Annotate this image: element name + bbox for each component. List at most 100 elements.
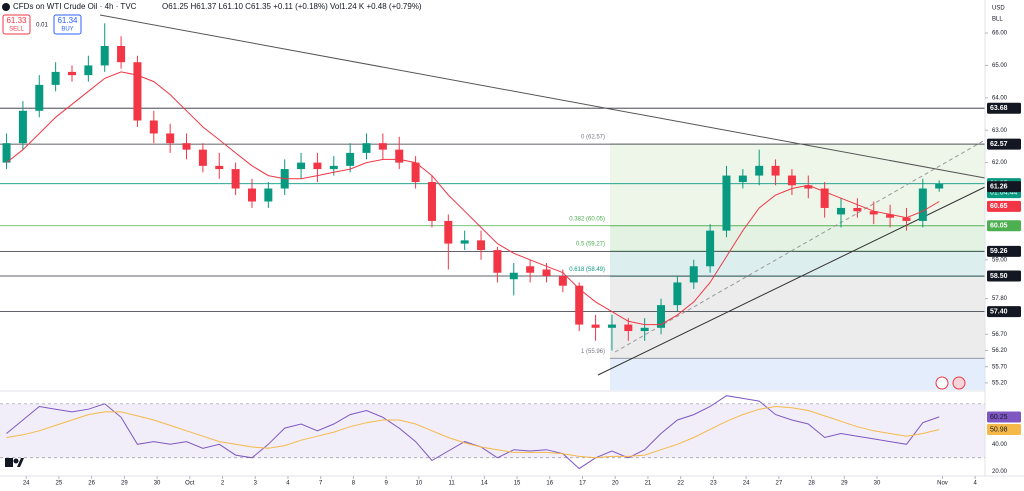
candle-body: [509, 272, 518, 280]
y-tick-label: 56.20: [992, 348, 1008, 354]
logo: [17, 458, 24, 467]
fib-zone: [610, 225, 985, 252]
y-tick-label: 55.70: [992, 364, 1008, 370]
sell-button[interactable]: [2, 14, 31, 35]
fib-label: 0.382 (60.05): [569, 216, 605, 222]
x-tick-label: 20: [612, 481, 619, 487]
x-tick-label: 22: [677, 481, 684, 487]
candle-body: [313, 162, 322, 170]
candle-body: [395, 149, 404, 163]
buy-label: BUY: [61, 27, 73, 33]
y-tick-label: 59.00: [992, 257, 1008, 263]
candle-body: [591, 324, 600, 328]
price-tag-label: 59.26: [990, 248, 1008, 255]
candle-body: [935, 183, 944, 189]
countdown: 01:04:44: [990, 190, 1017, 197]
candle-body: [346, 152, 355, 166]
rsi-tick-label: 20.00: [992, 469, 1008, 475]
event-icon[interactable]: [935, 376, 949, 390]
x-tick-label: 30: [874, 481, 881, 487]
candle-body: [2, 143, 11, 163]
candle-body: [902, 217, 911, 221]
ma-line: [6, 71, 940, 326]
x-tick-label: 27: [775, 481, 782, 487]
fib-zone: [610, 251, 985, 277]
price-tag: [987, 245, 1021, 257]
candle-body: [558, 275, 567, 286]
candle-body: [804, 185, 813, 189]
x-tick-label: 15: [514, 481, 521, 487]
candle-body: [575, 285, 584, 325]
candle-body: [297, 162, 306, 170]
fib-label: 1 (55.96): [581, 349, 605, 355]
candle-body: [329, 165, 338, 170]
header: CFDs on WTI Crude Oil · 4h · TVC O61.25 …: [2, 2, 1005, 35]
candle-body: [67, 71, 76, 76]
rsi-line: [6, 395, 940, 470]
rsi-line: [6, 405, 940, 459]
candle-body: [231, 169, 240, 189]
candle-body: [837, 207, 846, 215]
candle-body: [820, 188, 829, 208]
x-tick-label: 10: [416, 481, 423, 487]
buy-price: 61.34: [57, 16, 78, 25]
price-tag: [987, 270, 1021, 282]
candle-body: [542, 269, 551, 276]
x-tick-label: Oct: [185, 481, 195, 487]
candle-body: [427, 182, 436, 221]
x-tick-label: 21: [645, 481, 652, 487]
y-tick-label: 65.00: [992, 63, 1008, 69]
x-tick-label: 4: [974, 481, 978, 487]
candle-body: [477, 240, 486, 251]
buy-button[interactable]: [53, 14, 82, 35]
candle-body: [738, 175, 747, 183]
candle-body: [657, 305, 666, 328]
candle-body: [869, 211, 878, 215]
fib-zone: [610, 276, 985, 359]
candle-body: [411, 162, 420, 183]
x-tick-label: 16: [546, 481, 553, 487]
candle-body: [35, 84, 44, 111]
candle-body: [264, 188, 273, 202]
candle-body: [755, 165, 764, 176]
ohlc: O61.25 H61.37 L61.10 C61.35 +0.11 (+0.18…: [162, 2, 422, 11]
price-tag-label: 62.57: [990, 141, 1008, 148]
x-tick-label: 7: [319, 481, 323, 487]
candle-body: [886, 214, 895, 218]
candle-body: [362, 143, 371, 153]
candle-body: [51, 71, 60, 85]
price-tag-label: 63.68: [990, 105, 1008, 112]
y-tick-label: 64.00: [992, 95, 1008, 101]
price-tag: [987, 138, 1021, 150]
y-tick-label: 63.00: [992, 128, 1008, 134]
x-tick-label: 4: [286, 481, 290, 487]
rsi-band: [0, 403, 985, 458]
unit: BLL: [992, 17, 1003, 23]
candle-body: [18, 110, 27, 144]
candle-body: [182, 143, 191, 150]
candle-body: [198, 149, 207, 166]
price-tag: [987, 200, 1021, 212]
price-tag-label: 57.40: [990, 308, 1008, 315]
fib-label: 0 (62.57): [581, 135, 605, 141]
candle-body: [853, 207, 862, 212]
x-tick-label: 9: [384, 481, 388, 487]
price-tag-label: 60.05: [990, 223, 1008, 230]
candle-body: [100, 45, 109, 66]
candle-body: [84, 65, 93, 76]
x-tick-label: 26: [88, 481, 95, 487]
x-tick-label: 25: [56, 481, 63, 487]
x-tick-label: 11: [448, 481, 455, 487]
x-tick-label: 3: [254, 481, 258, 487]
price-tag: [987, 306, 1021, 318]
flag-icon[interactable]: [952, 376, 966, 390]
candle-body: [247, 188, 256, 202]
rsi-tag-label: 60.25: [990, 414, 1008, 421]
fib-zone: [610, 144, 985, 226]
candle-body: [117, 45, 126, 63]
candle-body: [460, 240, 469, 244]
x-tick-label: 24: [743, 481, 750, 487]
y-tick-label: 66.00: [992, 31, 1008, 37]
candle-body: [689, 266, 698, 283]
